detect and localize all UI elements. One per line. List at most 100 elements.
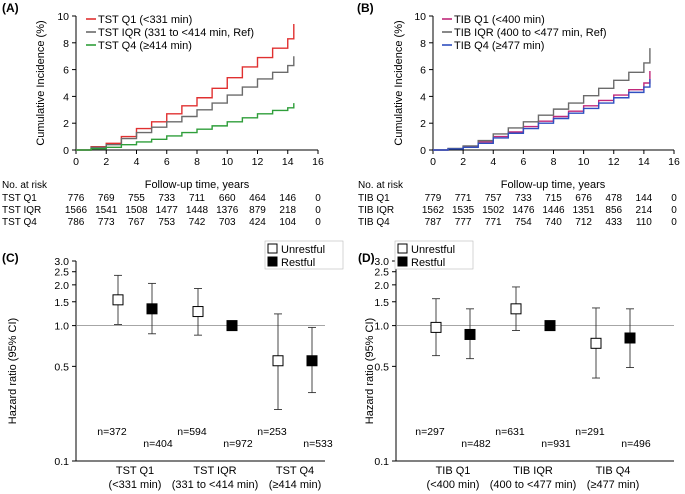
risk-cell: 1448: [186, 205, 209, 216]
risk-cell: 424: [249, 217, 266, 228]
y-tick-label: 3.0: [374, 256, 389, 268]
risk-cell: 733: [515, 193, 532, 204]
risk-cell: 433: [605, 217, 622, 228]
risk-cell: 0: [315, 205, 321, 216]
n-label: n=931: [541, 438, 571, 450]
group-sublabel: (≥414 min): [269, 479, 322, 491]
risk-cell: 214: [636, 205, 653, 216]
hr-marker-unrestful: [112, 294, 124, 306]
x-tick-label: 0: [430, 156, 436, 168]
legend-label: TIB Q4 (≥477 min): [454, 40, 544, 52]
y-tick-label: 6: [63, 65, 69, 77]
x-tick-label: 2: [103, 156, 109, 168]
legend-label: TST IQR (331 to <414 min, Ref): [98, 27, 254, 39]
risk-cell: 1502: [482, 205, 505, 216]
x-tick-label: 0: [73, 156, 79, 168]
hr-marker-restful: [624, 332, 636, 344]
series-line-tst-iqr: [76, 56, 295, 151]
y-tick-label: 0.5: [374, 361, 389, 373]
risk-cell: 773: [98, 217, 115, 228]
risk-cell: 740: [545, 217, 562, 228]
hr-marker-restful: [146, 303, 158, 315]
risk-cell: 779: [425, 193, 442, 204]
legend-label: TST Q4 (≥414 min): [98, 40, 192, 52]
risk-cell: 0: [671, 205, 677, 216]
x-axis-title: Follow-up time, years: [145, 179, 250, 191]
hr-marker-restful: [464, 328, 476, 340]
group-label: TST IQR: [193, 465, 236, 477]
y-tick-label: 1.0: [54, 321, 69, 333]
hr-marker-unrestful: [272, 355, 284, 367]
risk-cell: 464: [249, 193, 266, 204]
group-label: TST Q1: [116, 465, 154, 477]
n-label: n=594: [177, 426, 207, 438]
risk-cell: 110: [636, 217, 652, 228]
x-tick-label: 16: [668, 156, 680, 168]
group-sublabel: (<400 min): [427, 479, 480, 491]
y-tick-label: 3.0: [54, 256, 69, 268]
risk-cell: 767: [128, 217, 145, 228]
risk-cell: 777: [455, 217, 472, 228]
hr-marker-restful: [544, 320, 556, 332]
y-tick-label: 0: [63, 145, 69, 157]
x-tick-label: 2: [460, 156, 466, 168]
risk-cell: 1351: [573, 205, 596, 216]
risk-row-label: TST Q1: [2, 193, 37, 204]
n-label: n=972: [223, 438, 253, 450]
series-line-tib-q4: [433, 78, 651, 151]
x-tick-label: 10: [578, 156, 590, 168]
risk-cell: 786: [68, 217, 85, 228]
risk-cell: 1446: [542, 205, 565, 216]
y-tick-label: 2.5: [374, 267, 389, 279]
risk-cell: 879: [249, 205, 266, 216]
y-tick-label: 1.0: [374, 321, 389, 333]
risk-table-header: No. at risk: [2, 180, 48, 191]
n-label: n=253: [257, 426, 287, 438]
n-label: n=482: [461, 438, 491, 450]
risk-cell: 754: [515, 217, 532, 228]
risk-cell: 856: [605, 205, 622, 216]
y-tick-label: 2.0: [54, 280, 69, 292]
legend-label: Restful: [281, 257, 315, 269]
y-tick-label: 0: [420, 145, 426, 157]
y-axis-title: Cumulative Incidence (%): [35, 20, 47, 145]
x-tick-label: 8: [551, 156, 557, 168]
series-line-tst-q4: [76, 103, 295, 151]
y-tick-label: 0.1: [54, 456, 69, 468]
risk-cell: 711: [189, 193, 205, 204]
y-tick-label: 8: [420, 38, 426, 50]
y-tick-label: 8: [63, 38, 69, 50]
risk-cell: 1477: [156, 205, 179, 216]
n-label: n=533: [303, 438, 333, 450]
risk-cell: 144: [636, 193, 653, 204]
risk-cell: 1376: [216, 205, 239, 216]
risk-cell: 1562: [422, 205, 445, 216]
panel-label: (C): [2, 251, 19, 265]
series-line-tib-iqr: [433, 48, 651, 151]
legend-label: TST Q1 (<331 min): [98, 14, 192, 26]
y-axis-title: Hazard ratio (95% CI): [364, 318, 376, 424]
y-tick-label: 0.5: [54, 361, 69, 373]
legend-label: TIB Q1 (<400 min): [454, 14, 545, 26]
risk-cell: 1535: [452, 205, 475, 216]
group-label: TIB Q4: [596, 465, 631, 477]
legend-filled-square: [267, 256, 278, 267]
y-axis-title: Cumulative Incidence (%): [393, 20, 405, 145]
x-tick-label: 4: [134, 156, 140, 168]
risk-cell: 755: [128, 193, 145, 204]
risk-cell: 0: [315, 193, 321, 204]
n-label: n=496: [621, 438, 651, 450]
risk-cell: 104: [279, 217, 296, 228]
legend-box: [264, 240, 344, 270]
y-tick-label: 1.5: [374, 297, 389, 309]
x-tick-label: 14: [638, 156, 650, 168]
legend-filled-square: [397, 256, 408, 267]
group-label: TST Q4: [276, 465, 314, 477]
risk-cell: 776: [68, 193, 85, 204]
risk-cell: 733: [158, 193, 175, 204]
y-tick-label: 1.5: [54, 297, 69, 309]
risk-cell: 771: [455, 193, 472, 204]
x-tick-label: 16: [312, 156, 324, 168]
risk-cell: 0: [671, 193, 677, 204]
n-label: n=291: [575, 426, 605, 438]
